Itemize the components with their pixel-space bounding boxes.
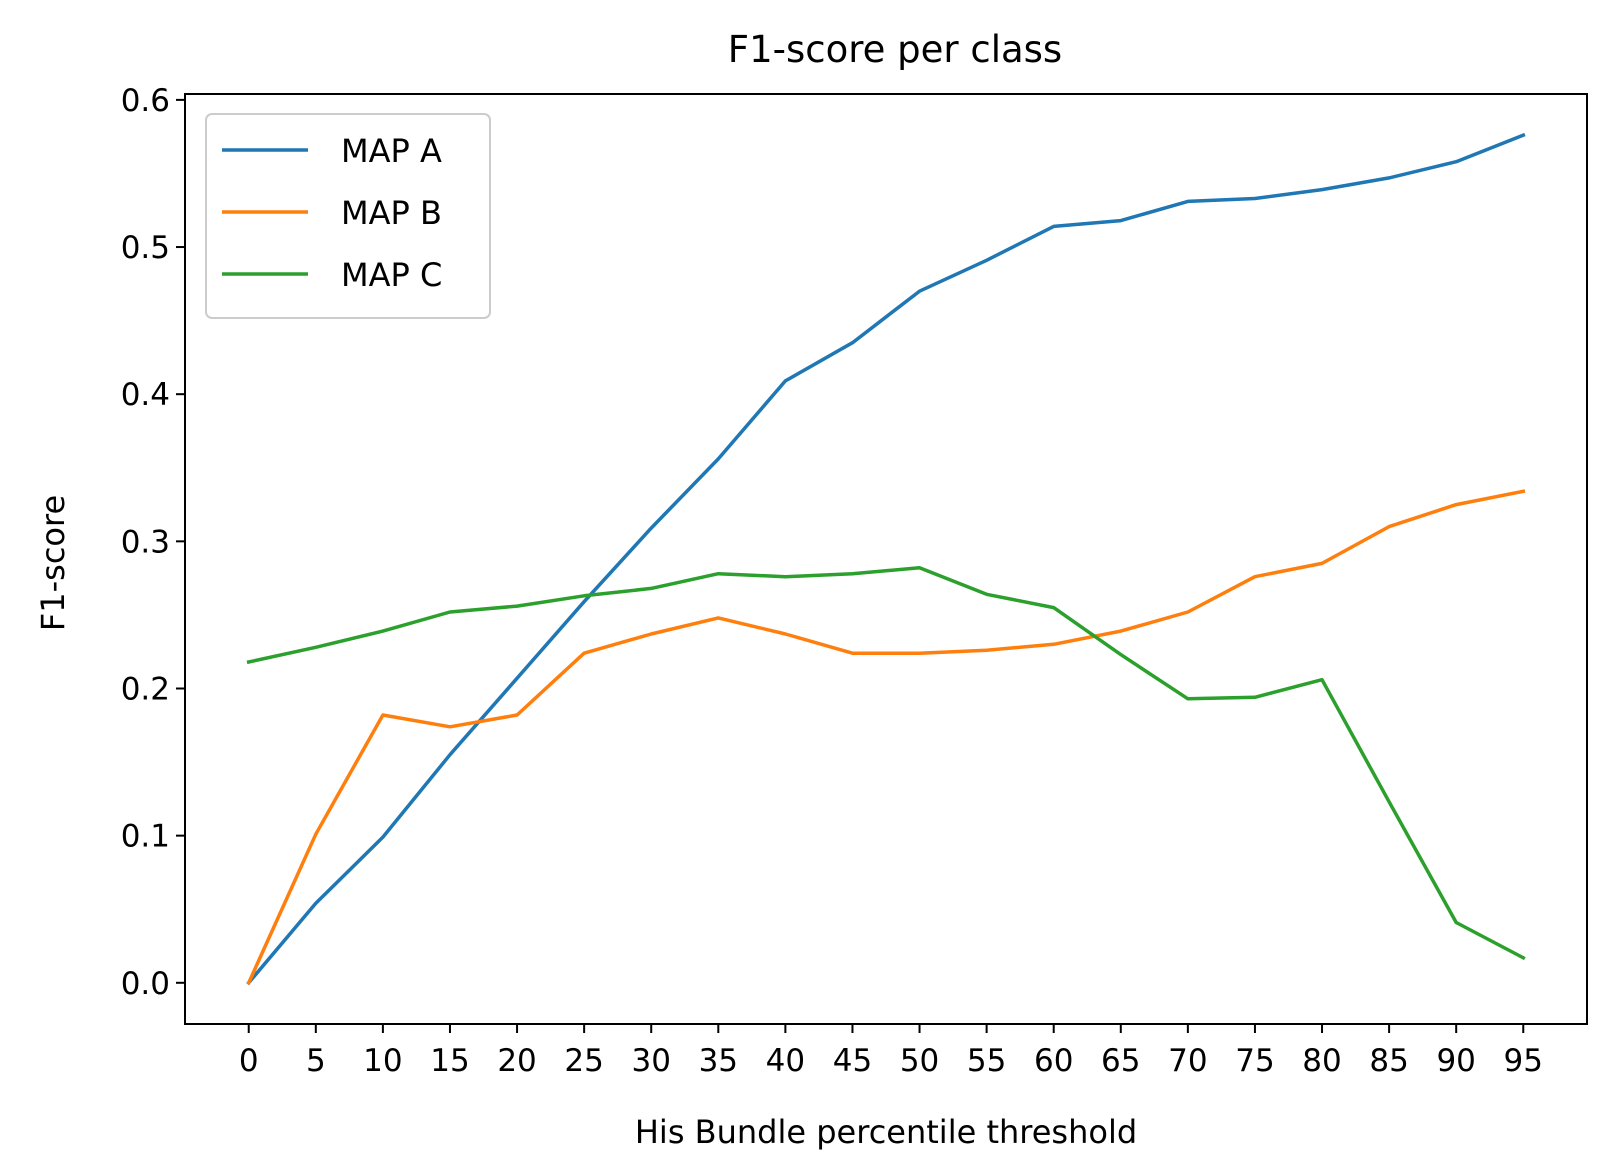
y-tick-label: 0.6	[121, 83, 170, 119]
legend: MAP A MAP B MAP C	[205, 113, 491, 319]
legend-label: MAP A	[341, 132, 442, 170]
x-tick-label: 60	[1034, 1043, 1073, 1079]
x-tick-label: 95	[1504, 1043, 1543, 1079]
y-tick-label: 0.5	[121, 230, 170, 266]
y-axis-title: F1-score	[34, 495, 72, 631]
series-line-map-c	[246, 566, 1526, 961]
x-axis-ticks: 0 5 10 15 20 25 30 35 40 45 50 55 60 65 70 75 80 85 90 95	[239, 1024, 1543, 1079]
y-tick-label: 0.1	[121, 819, 170, 855]
x-tick-label: 30	[631, 1043, 670, 1079]
y-tick-label: 0.4	[121, 377, 170, 413]
series-line-map-a	[246, 132, 1526, 986]
x-tick-label: 55	[967, 1043, 1006, 1079]
chart-title: F1-score per class	[728, 28, 1062, 71]
y-tick-label: 0.3	[121, 524, 170, 560]
plot-lines	[246, 132, 1526, 986]
legend-label: MAP B	[341, 194, 442, 232]
x-tick-label: 40	[766, 1043, 805, 1079]
x-tick-label: 0	[239, 1043, 259, 1079]
x-tick-label: 15	[430, 1043, 469, 1079]
x-tick-label: 65	[1101, 1043, 1140, 1079]
x-tick-label: 10	[363, 1043, 402, 1079]
y-tick-label: 0.0	[121, 966, 170, 1002]
series-line-map-b	[246, 489, 1526, 986]
x-tick-label: 70	[1168, 1043, 1207, 1079]
x-tick-label: 85	[1369, 1043, 1408, 1079]
x-tick-label: 75	[1235, 1043, 1274, 1079]
x-tick-label: 90	[1436, 1043, 1475, 1079]
x-tick-label: 80	[1302, 1043, 1341, 1079]
x-tick-label: 20	[497, 1043, 536, 1079]
x-tick-label: 45	[833, 1043, 872, 1079]
x-axis-title: His Bundle percentile threshold	[635, 1113, 1137, 1151]
x-tick-label: 35	[699, 1043, 738, 1079]
plot-frame	[184, 93, 1588, 1025]
y-tick-label: 0.2	[121, 671, 170, 707]
x-tick-label: 5	[306, 1043, 326, 1079]
y-axis-ticks: 0.0 0.1 0.2 0.3 0.4 0.5 0.6	[121, 83, 185, 1002]
x-tick-label: 50	[900, 1043, 939, 1079]
legend-box	[205, 113, 491, 319]
x-tick-label: 25	[564, 1043, 603, 1079]
legend-label: MAP C	[341, 256, 442, 294]
